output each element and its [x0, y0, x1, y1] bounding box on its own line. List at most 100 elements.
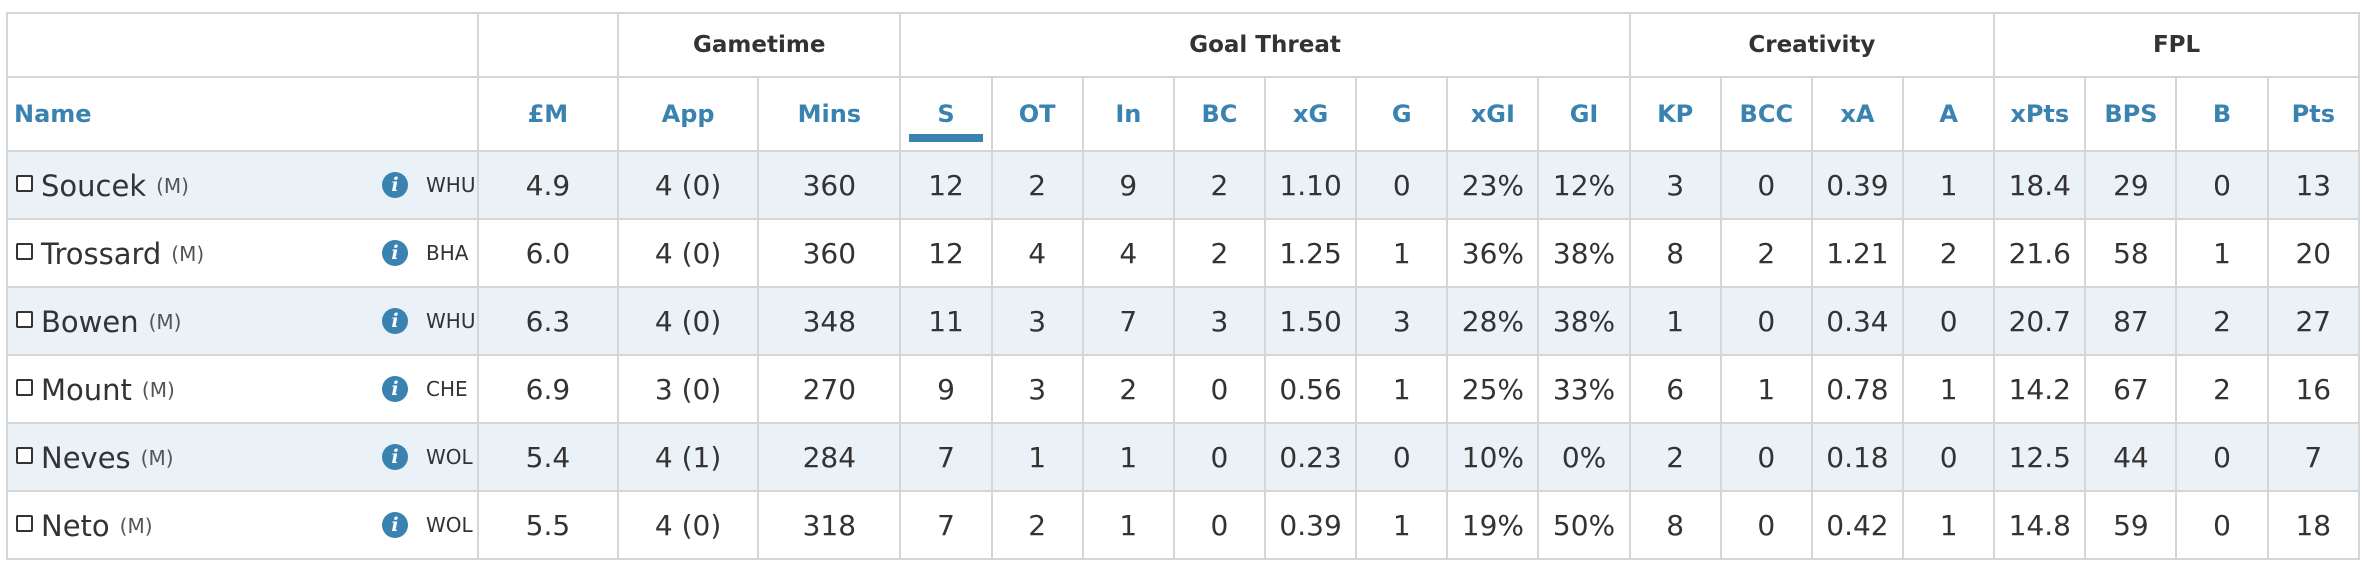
cell-bps: 44 [2084, 422, 2178, 492]
cell-bc: 0 [1172, 354, 1267, 424]
cell-xpts: 18.4 [1993, 150, 2087, 220]
col-header-gi[interactable]: GI [1537, 76, 1631, 152]
info-icon[interactable]: i [382, 172, 408, 198]
select-checkbox[interactable] [16, 515, 33, 532]
table-row[interactable]: Mount (M) i CHE 6.9 3 (0) 270 9 3 2 0 0.56 1 25% 33% 6 1… [6, 354, 2361, 424]
col-header-bps[interactable]: BPS [2084, 76, 2178, 152]
team-badge: WOL [426, 513, 473, 537]
sort-indicator [909, 134, 983, 142]
cell-xa: 1.21 [1810, 218, 1905, 288]
col-header-b[interactable]: B [2175, 76, 2269, 152]
group-empty [6, 12, 479, 78]
info-icon[interactable]: i [382, 512, 408, 538]
cell-pts: 16 [2266, 354, 2361, 424]
table-body: Soucek (M) i WHU 4.9 4 (0) 360 12 2 9 2 1.10 0 23% 12%… [6, 150, 2361, 560]
col-header-s-label: S [937, 100, 955, 128]
cell-bps: 29 [2084, 150, 2178, 220]
cell-b: 0 [2175, 150, 2269, 220]
info-icon[interactable]: i [382, 308, 408, 334]
col-header-g[interactable]: G [1355, 76, 1449, 152]
cell-gi: 38% [1537, 286, 1631, 356]
cell-s: 7 [899, 422, 993, 492]
table-row[interactable]: Neto (M) i WOL 5.5 4 (0) 318 7 2 1 0 0.39 1 19% 50% 8 0 0… [6, 490, 2361, 560]
cell-app: 4 (0) [616, 150, 760, 220]
col-header-pts[interactable]: Pts [2266, 76, 2361, 152]
cell-s: 9 [899, 354, 993, 424]
select-checkbox[interactable] [16, 243, 33, 260]
cell-bcc: 0 [1719, 286, 1813, 356]
table-row[interactable]: Soucek (M) i WHU 4.9 4 (0) 360 12 2 9 2 1.10 0 23% 12%… [6, 150, 2361, 220]
cell-xa: 0.78 [1810, 354, 1905, 424]
cell-xg: 0.23 [1264, 422, 1358, 492]
cell-kp: 8 [1628, 218, 1722, 288]
info-icon[interactable]: i [382, 376, 408, 402]
col-header-bcc[interactable]: BCC [1719, 76, 1813, 152]
cell-g: 1 [1355, 218, 1449, 288]
team-badge: WHU [426, 309, 476, 333]
cell-a: 0 [1902, 422, 1996, 492]
col-header-xpts[interactable]: xPts [1993, 76, 2087, 152]
table-row[interactable]: Trossard (M) i BHA 6.0 4 (0) 360 12 4 4 2 1.25 1 36% 3… [6, 218, 2361, 288]
cell-a: 1 [1902, 354, 1996, 424]
player-position: (M) [140, 445, 174, 470]
cell-a: 1 [1902, 490, 1996, 560]
player-name-cell: Trossard (M) i BHA [6, 218, 479, 288]
cell-xpts: 21.6 [1993, 218, 2087, 288]
cell-app: 4 (1) [616, 422, 760, 492]
column-header-row: Name £M App Mins S OT In BC xG G xGI GI … [6, 76, 2361, 152]
cell-app: 4 (0) [616, 490, 760, 560]
cell-ot: 2 [990, 150, 1084, 220]
cell-pts: 7 [2266, 422, 2361, 492]
col-header-xa[interactable]: xA [1810, 76, 1905, 152]
cell-bps: 87 [2084, 286, 2178, 356]
table-row[interactable]: Neves (M) i WOL 5.4 4 (1) 284 7 1 1 0 0.23 0 10% 0% 2 0 0… [6, 422, 2361, 492]
cell-g: 1 [1355, 490, 1449, 560]
col-header-a[interactable]: A [1902, 76, 1996, 152]
col-header-kp[interactable]: KP [1628, 76, 1722, 152]
col-header-bc[interactable]: BC [1172, 76, 1267, 152]
cell-b: 0 [2175, 422, 2269, 492]
info-icon[interactable]: i [382, 444, 408, 470]
column-group-row: Gametime Goal Threat Creativity FPL [6, 12, 2360, 78]
select-checkbox[interactable] [16, 175, 33, 192]
player-name-cell: Neves (M) i WOL [6, 422, 479, 492]
cell-mins: 284 [757, 422, 902, 492]
cell-xg: 1.50 [1264, 286, 1358, 356]
cell-ot: 3 [990, 286, 1084, 356]
select-checkbox[interactable] [16, 311, 33, 328]
cell-gi: 12% [1537, 150, 1631, 220]
cell-gi: 33% [1537, 354, 1631, 424]
col-header-xgi[interactable]: xGI [1446, 76, 1540, 152]
cell-xpts: 12.5 [1993, 422, 2087, 492]
cell-bcc: 2 [1719, 218, 1813, 288]
cell-s: 11 [899, 286, 993, 356]
player-name: Neto [41, 508, 110, 543]
select-checkbox[interactable] [16, 447, 33, 464]
cell-xgi: 19% [1446, 490, 1540, 560]
table-row[interactable]: Bowen (M) i WHU 6.3 4 (0) 348 11 3 7 3 1.50 3 28% 38% 1… [6, 286, 2361, 356]
cell-in: 4 [1081, 218, 1175, 288]
cell-price: 5.4 [476, 422, 620, 492]
col-header-s[interactable]: S [899, 76, 993, 152]
cell-mins: 270 [757, 354, 902, 424]
info-icon[interactable]: i [382, 240, 408, 266]
cell-app: 3 (0) [616, 354, 760, 424]
team-badge: CHE [426, 377, 468, 401]
col-header-ot[interactable]: OT [990, 76, 1084, 152]
cell-s: 12 [899, 150, 993, 220]
col-header-mins[interactable]: Mins [757, 76, 902, 152]
cell-gi: 50% [1537, 490, 1631, 560]
select-checkbox[interactable] [16, 379, 33, 396]
col-header-xg[interactable]: xG [1264, 76, 1358, 152]
cell-s: 7 [899, 490, 993, 560]
team-badge: WOL [426, 445, 473, 469]
player-stats-table: Gametime Goal Threat Creativity FPL Name… [6, 12, 2361, 560]
cell-price: 6.9 [476, 354, 620, 424]
cell-xa: 0.18 [1810, 422, 1905, 492]
cell-xpts: 14.8 [1993, 490, 2087, 560]
col-header-app[interactable]: App [616, 76, 760, 152]
cell-kp: 8 [1628, 490, 1722, 560]
col-header-in[interactable]: In [1081, 76, 1175, 152]
col-header-name[interactable]: Name [6, 76, 479, 152]
col-header-price[interactable]: £M [476, 76, 620, 152]
